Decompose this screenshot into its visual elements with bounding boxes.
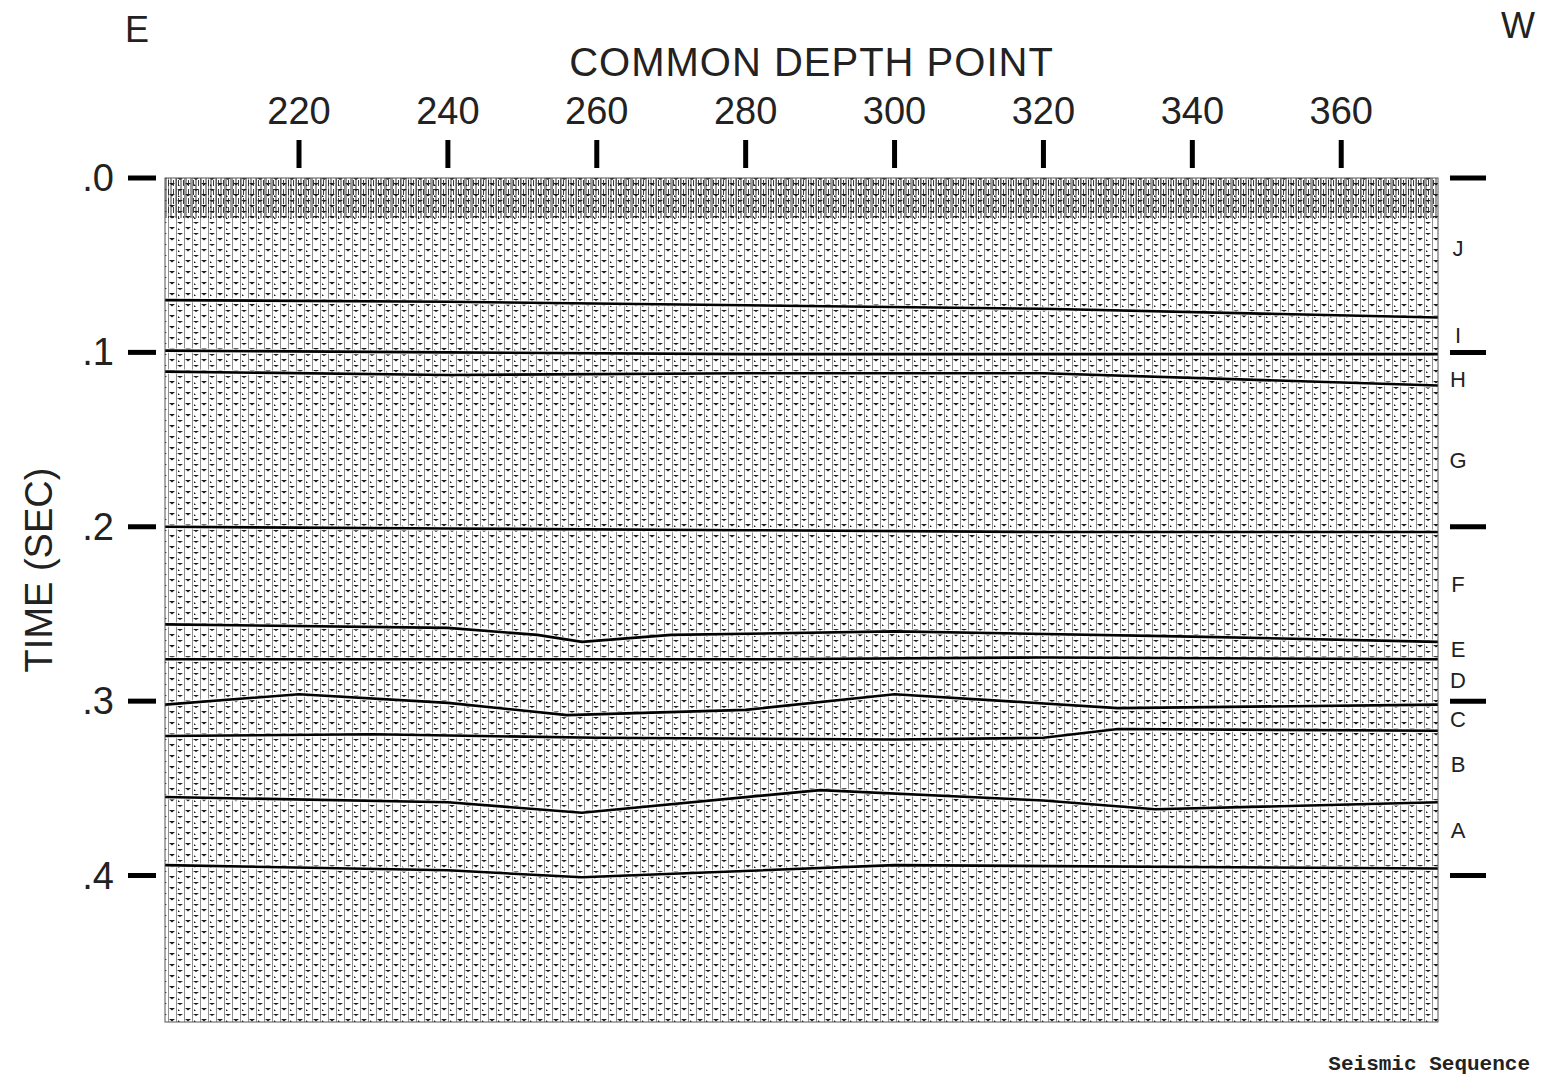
y-tick [128, 699, 156, 704]
x-tick-label: 220 [267, 90, 330, 132]
x-tick-label: 300 [863, 90, 926, 132]
horizon [165, 694, 1438, 715]
y-tick-label: .1 [82, 331, 114, 373]
x-tick [594, 140, 599, 168]
footer-label: Seismic Sequence [1328, 1053, 1530, 1076]
y-tick-label: .4 [82, 855, 114, 897]
sequence-label: I [1455, 323, 1461, 348]
x-axis-title: COMMON DEPTH POINT [569, 40, 1054, 84]
plot-area [165, 178, 1438, 1022]
x-tick [297, 140, 302, 168]
y-tick-label: .0 [82, 157, 114, 199]
horizon-halo [165, 527, 1438, 532]
horizon [165, 300, 1438, 317]
sequence-label: C [1450, 707, 1466, 732]
horizon [165, 790, 1438, 813]
sequence-label: A [1451, 818, 1466, 843]
x-tick [892, 140, 897, 168]
horizon [165, 527, 1438, 532]
horizon [165, 865, 1438, 877]
horizon [165, 729, 1438, 740]
horizon-halo [165, 372, 1438, 386]
horizon-halo [165, 694, 1438, 715]
horizon [165, 351, 1438, 355]
y-axis-title: TIME (SEC) [18, 468, 60, 673]
horizon-halo [165, 624, 1438, 642]
x-tick [1339, 140, 1344, 168]
plot-frame [165, 178, 1438, 1022]
sequence-label: F [1451, 572, 1464, 597]
x-tick-label: 280 [714, 90, 777, 132]
seismic-section: 220 240 260 280 300 320 340 360 COMMON DEPTH POI… [0, 0, 1551, 1079]
x-tick-label: 260 [565, 90, 628, 132]
y-tick-right [1450, 699, 1486, 704]
sequence-label: D [1450, 668, 1466, 693]
x-tick [1041, 140, 1046, 168]
horizon-halo [165, 658, 1438, 660]
x-tick [445, 140, 450, 168]
horizon [165, 372, 1438, 386]
x-tick-label: 360 [1310, 90, 1373, 132]
y-tick-label: .2 [82, 506, 114, 548]
y-tick [128, 873, 156, 878]
sequence-label: B [1451, 752, 1466, 777]
seismic-traces [165, 178, 1438, 1022]
horizon-halo [165, 729, 1438, 740]
sequence-label: E [1451, 637, 1466, 662]
y-tick-right [1450, 524, 1486, 529]
horizon-halo [165, 351, 1438, 355]
direction-label: E [125, 9, 149, 50]
sequence-label: G [1449, 448, 1466, 473]
y-tick-label: .3 [82, 680, 114, 722]
x-tick-label: 340 [1161, 90, 1224, 132]
x-tick [1190, 140, 1195, 168]
horizon-halo [165, 790, 1438, 813]
seismic-traces-top [165, 178, 1438, 218]
x-tick-label: 320 [1012, 90, 1075, 132]
y-tick [128, 524, 156, 529]
y-tick-right [1450, 176, 1486, 181]
y-tick-right [1450, 350, 1486, 355]
horizon [165, 658, 1438, 660]
x-tick [743, 140, 748, 168]
horizon [165, 624, 1438, 642]
direction-label: W [1501, 5, 1535, 46]
sequence-label: H [1450, 367, 1466, 392]
horizon-halo [165, 300, 1438, 317]
sequence-label: J [1453, 236, 1464, 261]
horizon-halo [165, 865, 1438, 877]
y-tick [128, 350, 156, 355]
y-tick [128, 176, 156, 181]
y-tick-right [1450, 873, 1486, 878]
x-tick-label: 240 [416, 90, 479, 132]
